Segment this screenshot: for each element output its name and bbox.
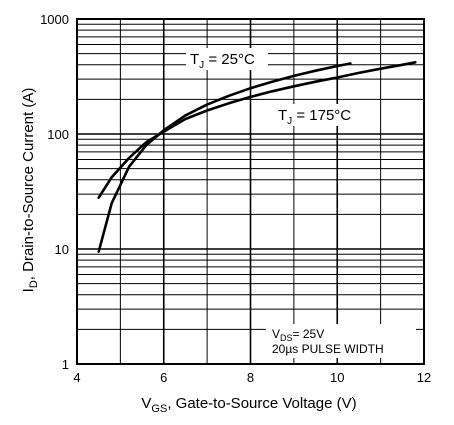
x-axis-label-rest: , Gate-to-Source Voltage (V) (167, 395, 356, 412)
y-tick-label: 1000 (40, 12, 69, 27)
note-backing (266, 324, 416, 358)
x-tick-labels: 4 6 8 10 12 (73, 370, 431, 385)
x-tick-label: 4 (73, 370, 80, 385)
series-label-tj-175c: TJ = 175°C (278, 107, 351, 127)
note-vds-sub: DS (280, 333, 293, 343)
note-vds-main: V (272, 327, 280, 341)
y-axis-label: ID, Drain-to-Source Current (A) (20, 88, 40, 293)
x-tick-label: 10 (330, 370, 344, 385)
series-label-rest: = 25°C (204, 51, 255, 68)
series-line-tj-25c (97, 62, 352, 253)
series-label-backing-25c (186, 48, 268, 70)
series-label-tj-25c: TJ = 25°C (190, 51, 255, 71)
series-label-rest: = 175°C (292, 107, 351, 124)
x-axis-label: VGS, Gate-to-Source Voltage (V) (141, 395, 356, 415)
y-axis-label-sub: D (28, 280, 40, 288)
x-axis-label-sub: GS (151, 403, 167, 415)
plot-frame (76, 18, 425, 365)
y-axis-label-main: I (20, 288, 37, 292)
curves (97, 61, 417, 253)
series-label-main: T (278, 107, 287, 124)
y-tick-labels: 1 10 100 1000 (40, 12, 69, 372)
series-label-sub: J (199, 60, 204, 71)
series-line-tj-175c (97, 61, 417, 199)
note-vds: VDS= 25V (272, 327, 324, 343)
note-vds-rest: = 25V (293, 327, 325, 341)
x-tick-label: 12 (417, 370, 431, 385)
x-tick-label: 8 (247, 370, 254, 385)
y-tick-label: 10 (55, 242, 69, 257)
x-axis-label-main: V (141, 395, 151, 412)
series-label-main: T (190, 51, 199, 68)
series-label-backing-175c (274, 104, 360, 126)
x-tick-label: 6 (160, 370, 167, 385)
note-pulse-width: 20µs PULSE WIDTH (272, 342, 384, 356)
y-axis-label-rest: , Drain-to-Source Current (A) (20, 88, 37, 281)
y-tick-label: 100 (47, 127, 69, 142)
y-tick-label: 1 (62, 357, 69, 372)
series-label-sub: J (287, 116, 292, 127)
